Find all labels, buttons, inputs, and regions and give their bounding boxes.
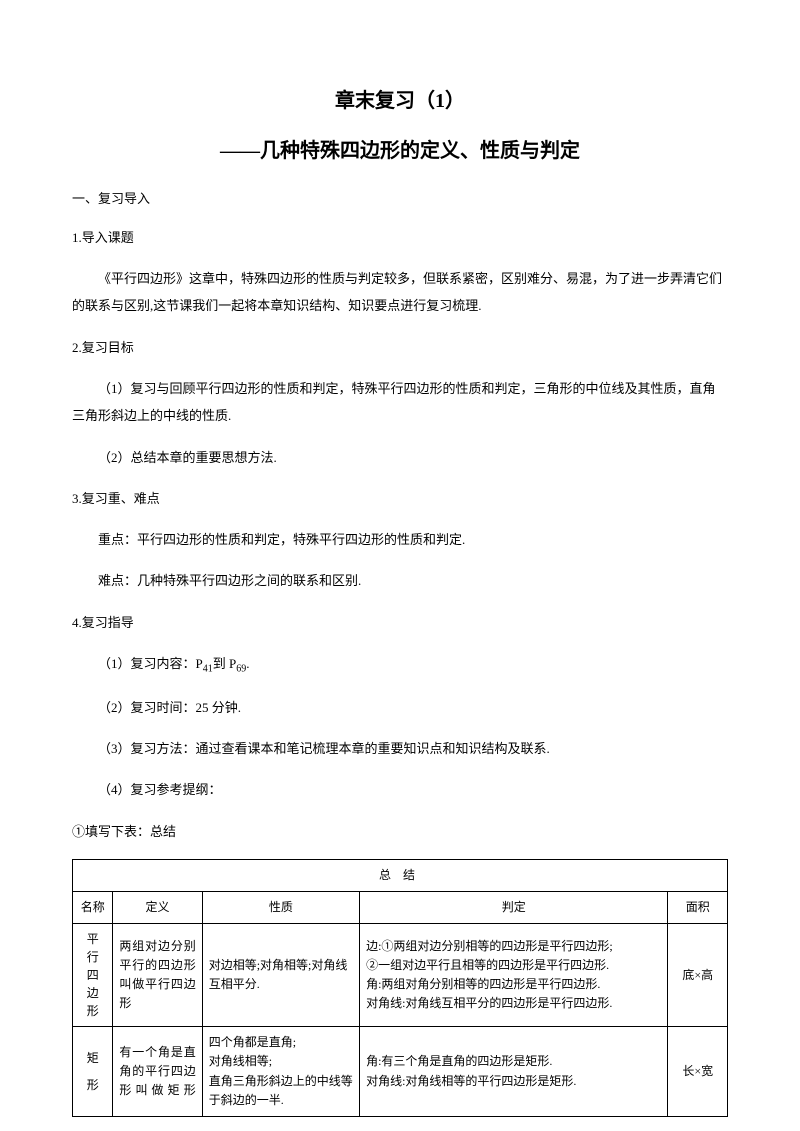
col-header-prop: 性质 xyxy=(202,892,359,924)
item1-mid: 到 P xyxy=(213,656,236,671)
subsection-1-3-item2: 难点：几种特殊平行四边形之间的联系和区别. xyxy=(72,567,728,594)
subsection-1-4-item4: （4）复习参考提纲： xyxy=(72,776,728,803)
name-char: 形 xyxy=(87,1078,99,1092)
item1-suffix: . xyxy=(246,656,249,671)
row2-area: 长×宽 xyxy=(668,1027,728,1117)
summary-table: 总结 名称 定义 性质 判定 面积 平 行 四 边 形 两组对边分别平行的四边形… xyxy=(72,859,728,1117)
subsection-1-1-text: 《平行四边形》这章中，特殊四边形的性质与判定较多，但联系紧密，区别难分、易混，为… xyxy=(72,265,728,320)
subsection-1-2-label: 2.复习目标 xyxy=(72,334,728,361)
subsection-1-4-item1: （1）复习内容：P41到 P69. xyxy=(72,650,728,680)
row1-name: 平 行 四 边 形 xyxy=(73,924,113,1027)
col-header-judge: 判定 xyxy=(360,892,668,924)
name-char: 四 xyxy=(87,968,99,982)
row1-judge: 边:①两组对边分别相等的四边形是平行四边形; ②一组对边平行且相等的四边形是平行… xyxy=(360,924,668,1027)
row1-area: 底×高 xyxy=(668,924,728,1027)
subsection-1-4-item3: （3）复习方法：通过查看课本和笔记梳理本章的重要知识点和知识结构及联系. xyxy=(72,735,728,762)
table-column-header-row: 名称 定义 性质 判定 面积 xyxy=(73,892,728,924)
subsection-1-3-item1: 重点：平行四边形的性质和判定，特殊平行四边形的性质和判定. xyxy=(72,526,728,553)
name-char: 形 xyxy=(87,1004,99,1018)
col-header-area: 面积 xyxy=(668,892,728,924)
subsection-1-4-label: 4.复习指导 xyxy=(72,609,728,636)
item1-prefix: （1）复习内容：P xyxy=(98,656,203,671)
name-char: 行 xyxy=(87,950,99,964)
row2-def: 有一个角是直角的平行四边形叫做矩形 xyxy=(113,1027,202,1117)
row2-judge: 角:有三个角是直角的四边形是矩形. 对角线:对角线相等的平行四边形是矩形. xyxy=(360,1027,668,1117)
name-char: 平 xyxy=(87,932,99,946)
subsection-1-4-item2: （2）复习时间：25 分钟. xyxy=(72,694,728,721)
name-char: 矩 xyxy=(87,1051,99,1065)
subsection-1-1-label: 1.导入课题 xyxy=(72,224,728,251)
col-header-def: 定义 xyxy=(113,892,202,924)
col-header-name: 名称 xyxy=(73,892,113,924)
item1-sub1: 41 xyxy=(203,664,213,675)
row2-name: 矩 形 xyxy=(73,1027,113,1117)
subsection-1-3-label: 3.复习重、难点 xyxy=(72,485,728,512)
subsection-1-2-item2: （2）总结本章的重要思想方法. xyxy=(72,444,728,471)
table-row: 平 行 四 边 形 两组对边分别平行的四边形叫做平行四边形 对边相等;对角相等;… xyxy=(73,924,728,1027)
row2-prop: 四个角都是直角; 对角线相等; 直角三角形斜边上的中线等于斜边的一半. xyxy=(202,1027,359,1117)
subsection-1-2-item1: （1）复习与回顾平行四边形的性质和判定，特殊平行四边形的性质和判定，三角形的中位… xyxy=(72,375,728,430)
chapter-subtitle: ——几种特殊四边形的定义、性质与判定 xyxy=(72,135,728,167)
name-char: 边 xyxy=(87,986,99,1000)
table-title-row: 总结 xyxy=(73,859,728,891)
row1-def: 两组对边分别平行的四边形叫做平行四边形 xyxy=(113,924,202,1027)
table-title-cell: 总结 xyxy=(73,859,728,891)
table-row: 矩 形 有一个角是直角的平行四边形叫做矩形 四个角都是直角; 对角线相等; 直角… xyxy=(73,1027,728,1117)
item1-sub2: 69 xyxy=(236,664,246,675)
chapter-title: 章末复习（1） xyxy=(72,85,728,117)
row1-prop: 对边相等;对角相等;对角线互相平分. xyxy=(202,924,359,1027)
fill-table-label: ①填写下表：总结 xyxy=(72,818,728,845)
section-1-heading: 一、复习导入 xyxy=(72,189,728,210)
